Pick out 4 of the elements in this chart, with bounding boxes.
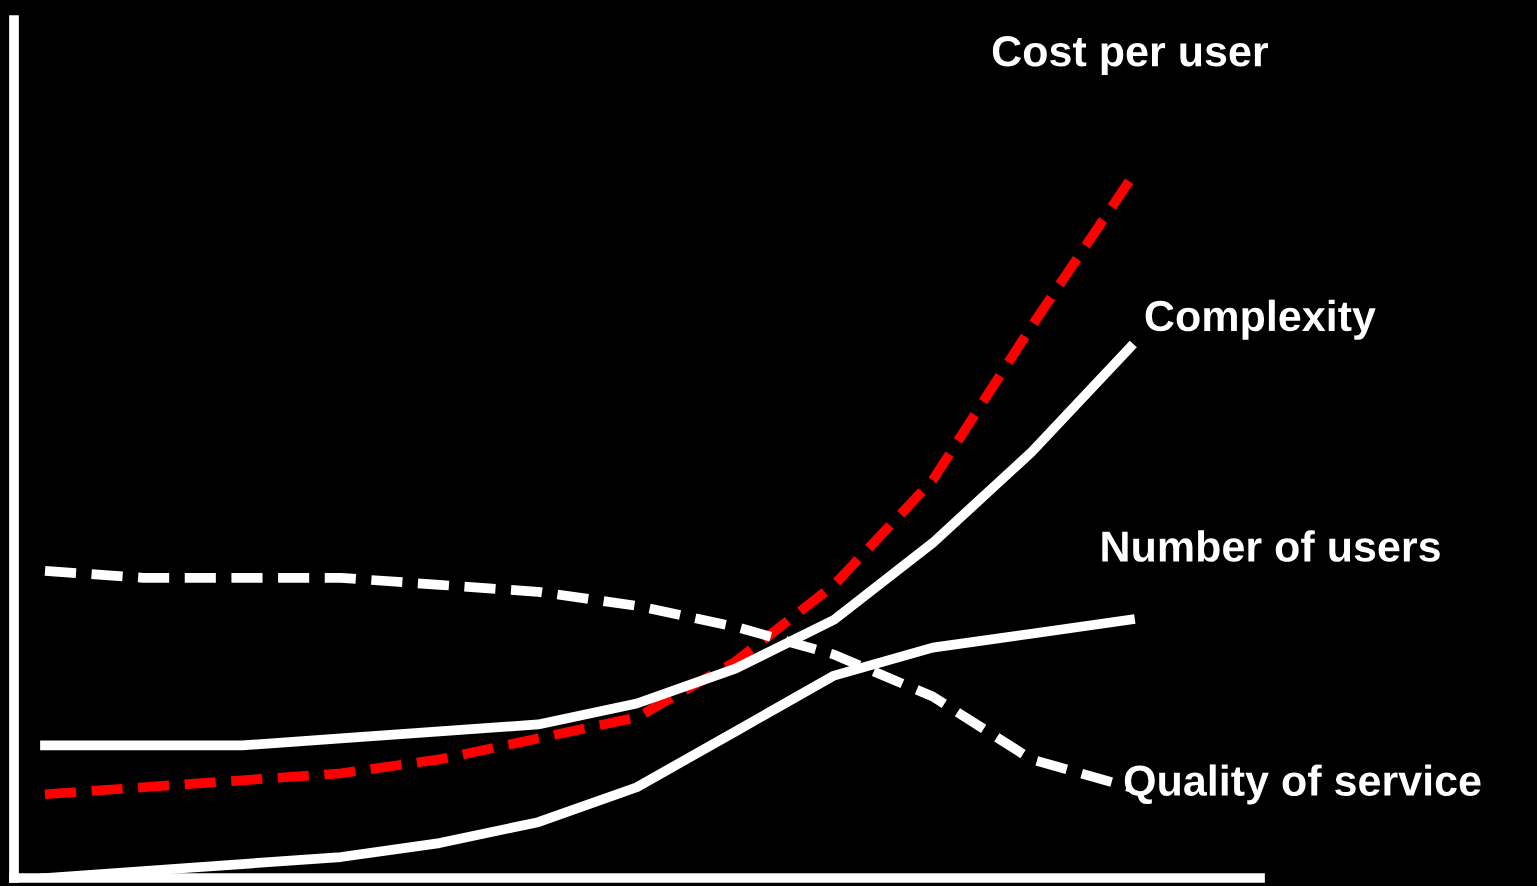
text: Cost per user <box>992 36 1269 76</box>
series-label: Number of users <box>1102 530 1440 562</box>
series-label: Complexity <box>1145 299 1376 340</box>
series-label: Quality of service <box>1124 764 1481 805</box>
